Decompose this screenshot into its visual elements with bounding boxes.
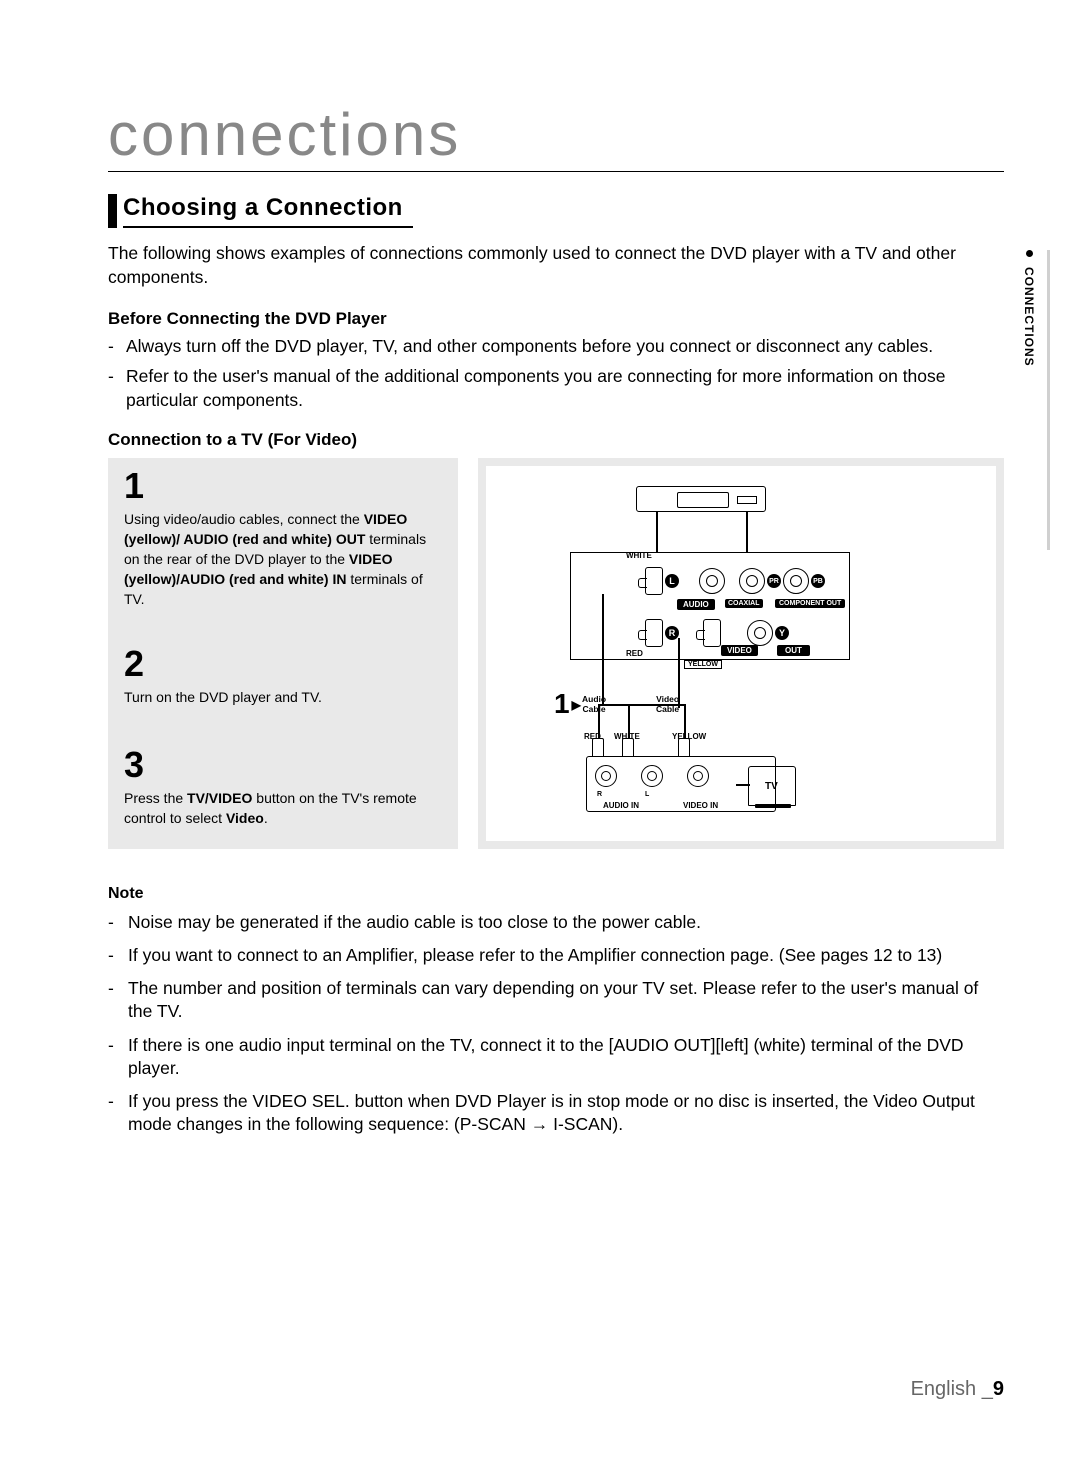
video-plug-icon — [703, 619, 721, 647]
label-l: L — [645, 791, 649, 798]
side-tab-label: CONNECTIONS — [1022, 267, 1036, 367]
cable-plug-icon — [592, 738, 604, 758]
tv-jack-icon — [595, 765, 617, 787]
component-jack-icon — [783, 568, 809, 594]
label-coaxial: COAXIAL — [725, 599, 763, 608]
label-audio-cable: Audio Cable — [582, 694, 606, 714]
side-tab: CONNECTIONS — [1022, 250, 1036, 367]
component-jack-icon — [747, 620, 773, 646]
subheading-before-connecting: Before Connecting the DVD Player — [108, 309, 1004, 329]
page-root: CONNECTIONS connections Choosing a Conne… — [0, 0, 1080, 1461]
label-component-out: COMPONENT OUT — [775, 599, 845, 608]
footer-language: English — [911, 1378, 977, 1400]
list-item: -If there is one audio input terminal on… — [108, 1034, 1004, 1080]
step-number: 2 — [124, 646, 442, 682]
steps-and-diagram-row: 1 Using video/audio cables, connect the … — [108, 458, 1004, 849]
section-heading: Choosing a Connection — [108, 194, 1004, 228]
list-item: -Refer to the user's manual of the addit… — [108, 365, 1004, 412]
label-video-cable: Video Cable — [656, 694, 679, 714]
component-jack-icon — [739, 568, 765, 594]
label-out: OUT — [777, 645, 810, 656]
letter-l: L — [665, 574, 679, 588]
page-footer: English _9 — [911, 1378, 1004, 1401]
cable-line — [602, 594, 604, 704]
diagram-step-marker: 1 — [554, 688, 579, 720]
steps-column: 1 Using video/audio cables, connect the … — [108, 458, 458, 849]
coaxial-jack-icon — [699, 568, 725, 594]
step-3: 3 Press the TV/VIDEO button on the TV's … — [124, 747, 442, 829]
note-heading: Note — [108, 885, 1004, 903]
label-yellow: YELLOW — [684, 660, 722, 669]
diagram-line — [746, 512, 748, 552]
intro-paragraph: The following shows examples of connecti… — [108, 242, 968, 289]
subheading-connection-to-tv: Connection to a TV (For Video) — [108, 430, 1004, 450]
dvd-player-icon — [636, 486, 766, 512]
footer-page-number: 9 — [993, 1378, 1004, 1400]
step-number: 3 — [124, 747, 442, 783]
side-tab-dot — [1026, 250, 1033, 257]
cable-plug-icon — [622, 738, 634, 758]
audio-plug-icon — [645, 567, 663, 595]
before-connecting-list: -Always turn off the DVD player, TV, and… — [108, 335, 1004, 412]
list-item: -Always turn off the DVD player, TV, and… — [108, 335, 1004, 359]
list-item: -Noise may be generated if the audio cab… — [108, 911, 1004, 934]
step-text: Press the TV/VIDEO button on the TV's re… — [124, 789, 442, 829]
note-list: -Noise may be generated if the audio cab… — [108, 911, 1004, 1136]
cable-plug-icon — [678, 738, 690, 758]
letter-pr: PR — [767, 574, 781, 588]
audio-plug-icon — [645, 619, 663, 647]
label-video-in: VIDEO IN — [683, 801, 718, 810]
section-heading-text: Choosing a Connection — [123, 194, 413, 228]
step-text: Using video/audio cables, connect the VI… — [124, 510, 442, 609]
dvd-rear-panel: WHITE RED L PR PB AUDIO — [570, 552, 850, 660]
tv-jack-icon — [687, 765, 709, 787]
tv-jacks-row — [595, 765, 709, 787]
connection-diagram: WHITE RED L PR PB AUDIO — [486, 466, 996, 841]
step-text: Turn on the DVD player and TV. — [124, 688, 442, 708]
label-video: VIDEO — [721, 645, 758, 656]
letter-pb: PB — [811, 574, 825, 588]
diagram-line — [656, 512, 658, 552]
label-r: R — [597, 791, 602, 798]
diagram-column: WHITE RED L PR PB AUDIO — [478, 458, 1004, 849]
list-item: -If you press the VIDEO SEL. button when… — [108, 1090, 1004, 1136]
label-audio-in: AUDIO IN — [603, 801, 639, 810]
letter-r: R — [665, 626, 679, 640]
letter-y: Y — [775, 626, 789, 640]
step-2: 2 Turn on the DVD player and TV. — [124, 646, 442, 708]
section-heading-bar — [108, 194, 117, 228]
page-title: connections — [108, 100, 1004, 172]
list-item: -The number and position of terminals ca… — [108, 977, 1004, 1023]
tv-icon — [748, 766, 796, 806]
tv-jack-icon — [641, 765, 663, 787]
step-number: 1 — [124, 468, 442, 504]
side-accent-line — [1047, 250, 1050, 550]
list-item: -If you want to connect to an Amplifier,… — [108, 944, 1004, 967]
panel-row-top: L PR PB — [571, 557, 849, 605]
step-1: 1 Using video/audio cables, connect the … — [124, 468, 442, 609]
